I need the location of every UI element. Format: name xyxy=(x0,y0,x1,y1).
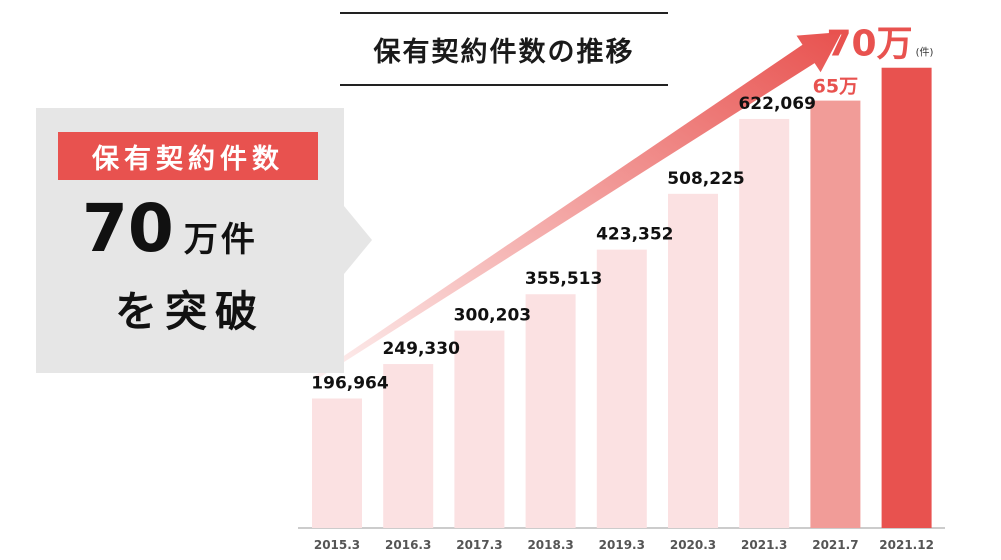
callout-subtext: を突破 xyxy=(114,287,265,336)
unit-label: (件) xyxy=(916,47,934,59)
bar-2016.3 xyxy=(383,364,434,528)
x-tick-label: 2020.3 xyxy=(670,538,716,552)
bar-2021.7 xyxy=(810,100,861,529)
callout-number: 70 xyxy=(82,190,174,267)
value-label: 355,513 xyxy=(525,269,602,289)
chart-title: 保有契約件数の推移 xyxy=(373,36,635,68)
bar-2017.3 xyxy=(454,330,505,528)
x-tick-label: 2016.3 xyxy=(385,538,431,552)
bar-2020.3 xyxy=(668,193,718,529)
x-tick-label: 2015.3 xyxy=(314,538,360,552)
bar-2019.3 xyxy=(596,249,647,528)
x-tick-label: 2021.12 xyxy=(879,538,934,552)
x-tick-label: 2021.7 xyxy=(812,538,858,552)
bar-2021.3 xyxy=(739,118,790,529)
value-label-latest: 70万 xyxy=(826,24,912,65)
chart-title-frame: 保有契約件数の推移 xyxy=(340,12,668,86)
trend-arrow xyxy=(313,32,842,380)
x-tick-label: 2018.3 xyxy=(527,538,573,552)
callout-label: 保有契約件数 xyxy=(58,132,318,180)
value-label: 622,069 xyxy=(738,94,815,114)
value-label-highlight: 65万 xyxy=(813,76,858,98)
value-label: 508,225 xyxy=(667,169,744,189)
value-label: 196,964 xyxy=(311,373,389,393)
value-label: 423,352 xyxy=(596,225,673,245)
bar-2015.3 xyxy=(312,398,362,528)
value-label: 300,203 xyxy=(454,306,531,326)
callout-pointer xyxy=(344,206,372,274)
callout-figure: 70 万件 xyxy=(82,190,258,270)
bar-2021.12 xyxy=(881,67,932,529)
bar-2018.3 xyxy=(525,294,576,528)
x-tick-label: 2019.3 xyxy=(599,538,645,552)
value-label: 249,330 xyxy=(382,339,460,359)
callout-unit: 万件 xyxy=(183,220,258,260)
x-tick-label: 2021.3 xyxy=(741,538,787,552)
x-tick-label: 2017.3 xyxy=(456,538,502,552)
